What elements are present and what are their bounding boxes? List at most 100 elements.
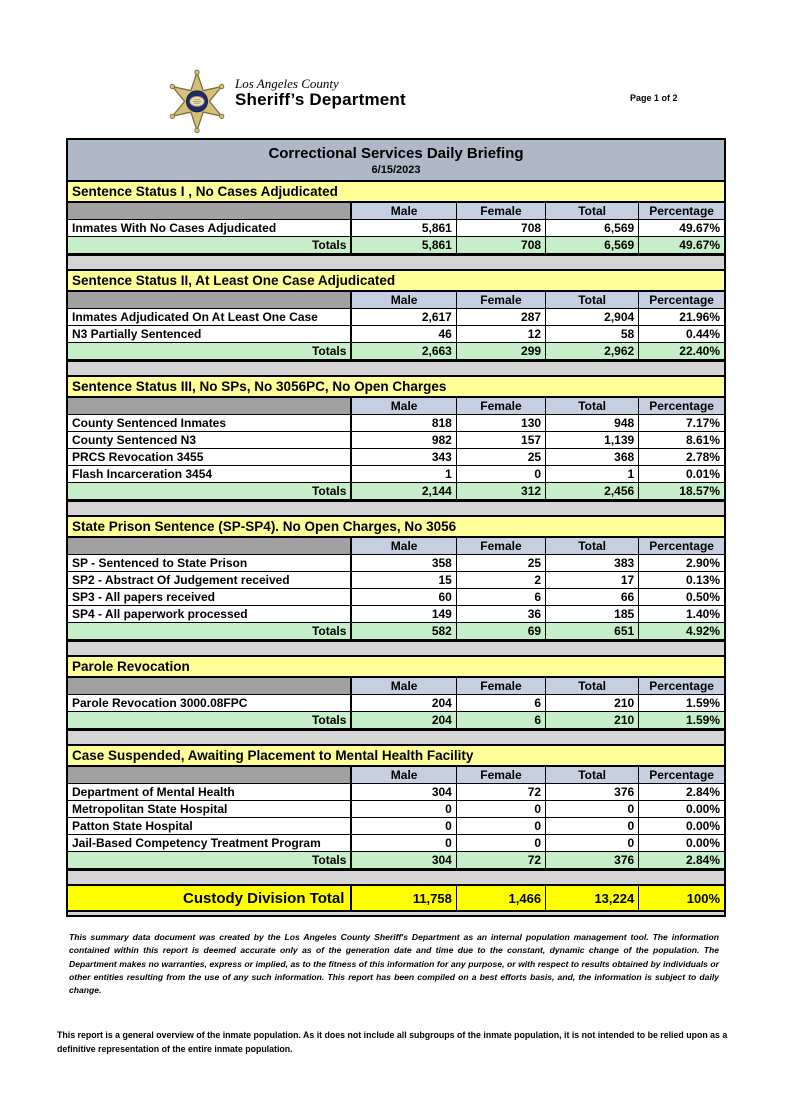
column-header-percentage: Percentage — [638, 397, 724, 415]
report-section: Sentence Status I , No Cases Adjudicated… — [68, 180, 724, 256]
totals-male: 204 — [350, 711, 457, 729]
totals-label: Totals — [68, 236, 353, 254]
cell-male: 15 — [350, 571, 457, 589]
cell-percentage: 2.90% — [638, 554, 724, 572]
cell-percentage: 0.44% — [638, 325, 724, 343]
custody-total-male: 11,758 — [350, 884, 457, 912]
column-header-empty — [68, 766, 353, 784]
totals-row: Totals 582 69 651 4.92% — [68, 622, 724, 640]
cell-female: 130 — [455, 414, 547, 432]
cell-female: 2 — [455, 571, 547, 589]
cell-percentage: 2.78% — [638, 448, 724, 466]
cell-female: 6 — [455, 588, 547, 606]
custody-total-total: 13,224 — [545, 884, 640, 912]
cell-total: 2,904 — [545, 308, 640, 326]
column-header-male: Male — [350, 202, 457, 220]
report-date: 6/15/2023 — [371, 164, 421, 176]
cell-total: 210 — [545, 694, 640, 712]
row-label: Department of Mental Health — [68, 783, 353, 801]
totals-label: Totals — [68, 622, 353, 640]
totals-row: Totals 2,663 299 2,962 22.40% — [68, 342, 724, 360]
row-label: County Sentenced N3 — [68, 431, 353, 449]
cell-male: 304 — [350, 783, 457, 801]
custody-total-percentage: 100% — [638, 884, 724, 912]
cell-percentage: 49.67% — [638, 219, 724, 237]
column-header-female: Female — [455, 677, 547, 695]
table-row: PRCS Revocation 3455 343 25 368 2.78% — [68, 448, 724, 466]
totals-percentage: 2.84% — [638, 851, 724, 869]
cell-total: 6,569 — [545, 219, 640, 237]
totals-male: 304 — [350, 851, 457, 869]
column-header-total: Total — [545, 291, 640, 309]
row-label: SP4 - All paperwork processed — [68, 605, 353, 623]
section-title: Sentence Status III, No SPs, No 3056PC, … — [68, 377, 724, 397]
table-row: County Sentenced Inmates 818 130 948 7.17% — [68, 414, 724, 432]
column-header-male: Male — [350, 766, 457, 784]
cell-percentage: 0.01% — [638, 465, 724, 483]
row-label: County Sentenced Inmates — [68, 414, 353, 432]
totals-female: 312 — [455, 482, 547, 500]
section-table: Male Female Total Percentage Inmates Wit… — [68, 202, 724, 254]
cell-percentage: 1.59% — [638, 694, 724, 712]
totals-row: Totals 204 6 210 1.59% — [68, 711, 724, 729]
totals-row: Totals 304 72 376 2.84% — [68, 851, 724, 869]
column-header-row: Male Female Total Percentage — [68, 397, 724, 415]
cell-percentage: 0.00% — [638, 834, 724, 852]
column-header-total: Total — [545, 202, 640, 220]
totals-male: 582 — [350, 622, 457, 640]
table-row: Metropolitan State Hospital 0 0 0 0.00% — [68, 800, 724, 818]
logo-county-text: Los Angeles County — [235, 76, 339, 91]
cell-total: 1,139 — [545, 431, 640, 449]
column-header-row: Male Female Total Percentage — [68, 677, 724, 695]
cell-male: 60 — [350, 588, 457, 606]
column-header-empty — [68, 677, 353, 695]
cell-male: 5,861 — [350, 219, 457, 237]
report-title: Correctional Services Daily Briefing — [268, 145, 524, 162]
column-header-empty — [68, 202, 353, 220]
section-title: State Prison Sentence (SP-SP4). No Open … — [68, 517, 724, 537]
totals-label: Totals — [68, 482, 353, 500]
column-header-male: Male — [350, 537, 457, 555]
cell-percentage: 0.00% — [638, 800, 724, 818]
custody-total-label: Custody Division Total — [68, 884, 353, 912]
totals-label: Totals — [68, 711, 353, 729]
cell-male: 204 — [350, 694, 457, 712]
column-header-total: Total — [545, 397, 640, 415]
totals-female: 6 — [455, 711, 547, 729]
cell-percentage: 0.50% — [638, 588, 724, 606]
row-label: PRCS Revocation 3455 — [68, 448, 353, 466]
logo-text: Los Angeles County Sheriff’s Department — [235, 68, 406, 109]
totals-female: 708 — [455, 236, 547, 254]
totals-male: 2,663 — [350, 342, 457, 360]
column-header-male: Male — [350, 291, 457, 309]
cell-male: 1 — [350, 465, 457, 483]
cell-male: 343 — [350, 448, 457, 466]
totals-label: Totals — [68, 851, 353, 869]
section-table: Male Female Total Percentage Department … — [68, 766, 724, 869]
column-header-row: Male Female Total Percentage — [68, 202, 724, 220]
row-label: SP2 - Abstract Of Judgement received — [68, 571, 353, 589]
section-title: Sentence Status I , No Cases Adjudicated — [68, 182, 724, 202]
row-label: Inmates Adjudicated On At Least One Case — [68, 308, 353, 326]
section-table: Male Female Total Percentage County Sent… — [68, 397, 724, 500]
cell-female: 25 — [455, 448, 547, 466]
cell-percentage: 21.96% — [638, 308, 724, 326]
cell-percentage: 0.00% — [638, 817, 724, 835]
totals-total: 376 — [545, 851, 640, 869]
cell-female: 72 — [455, 783, 547, 801]
totals-row: Totals 5,861 708 6,569 49.67% — [68, 236, 724, 254]
column-header-percentage: Percentage — [638, 537, 724, 555]
report-section: State Prison Sentence (SP-SP4). No Open … — [68, 515, 724, 642]
cell-total: 0 — [545, 834, 640, 852]
table-row: N3 Partially Sentenced 46 12 58 0.44% — [68, 325, 724, 343]
cell-female: 287 — [455, 308, 547, 326]
column-header-female: Female — [455, 537, 547, 555]
overview-paragraph: This report is a general overview of the… — [57, 1029, 728, 1054]
column-header-empty — [68, 397, 353, 415]
totals-percentage: 4.92% — [638, 622, 724, 640]
custody-total-female: 1,466 — [455, 884, 547, 912]
totals-female: 69 — [455, 622, 547, 640]
custody-division-total-row: Custody Division Total 11,758 1,466 13,2… — [68, 884, 724, 912]
section-title: Parole Revocation — [68, 657, 724, 677]
cell-total: 1 — [545, 465, 640, 483]
